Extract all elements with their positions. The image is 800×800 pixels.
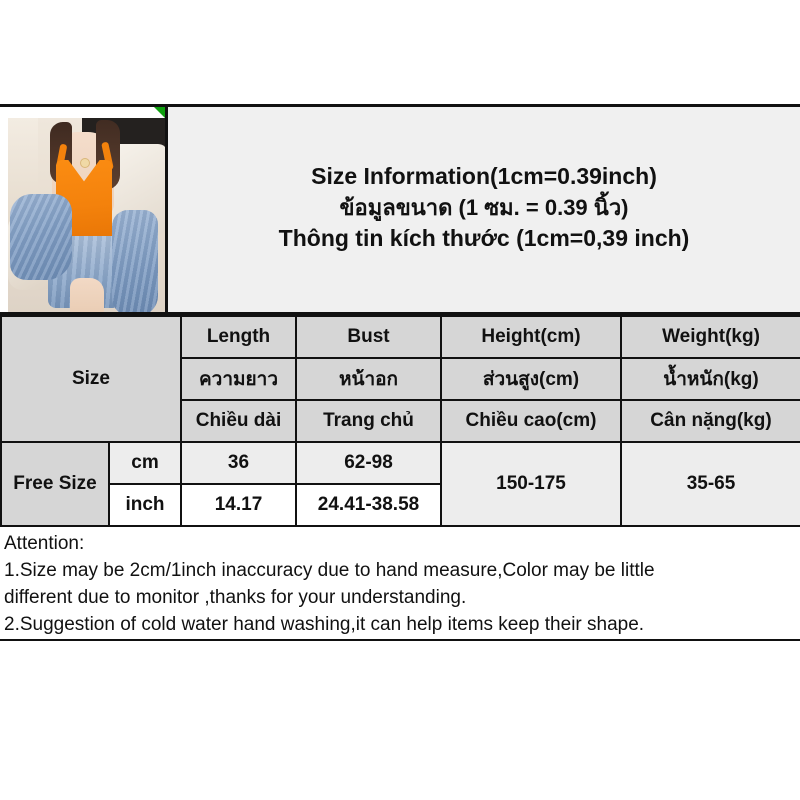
header-length-vi: Chiều dài	[180, 399, 297, 443]
attention-line-3: 2.Suggestion of cold water hand washing,…	[4, 613, 645, 635]
green-corner-marker-icon	[154, 107, 165, 118]
value-height-range: 150-175	[440, 441, 622, 527]
table-row-header-english: Size Length Bust Height(cm) Weight(kg)	[0, 315, 800, 443]
product-photo-cell	[0, 107, 168, 312]
photo-denim-jacket	[10, 194, 72, 280]
header-weight-en: Weight(kg)	[620, 315, 800, 359]
attention-line-2: different due to monitor ,thanks for you…	[4, 586, 467, 608]
value-bust-inch: 24.41-38.58	[295, 483, 442, 527]
value-bust-cm: 62-98	[295, 441, 442, 485]
photo-model-leg	[70, 278, 104, 312]
table-row-cm: Free Size cm 36 62-98 150-175 35-65	[0, 441, 800, 527]
value-length-cm: 36	[180, 441, 297, 485]
attention-heading: Attention:	[4, 533, 85, 554]
header-height-en: Height(cm)	[440, 315, 622, 359]
size-label-cell: Size	[0, 315, 182, 443]
value-length-inch: 14.17	[180, 483, 297, 527]
photo-denim-sleeve	[112, 210, 158, 312]
chart-header-block: Size Information(1cm=0.39inch) ข้อมูลขนา…	[0, 107, 800, 315]
attention-line-1: 1.Size may be 2cm/1inch inaccuracy due t…	[4, 559, 655, 581]
unit-inch: inch	[108, 483, 182, 527]
header-height-th: ส่วนสูง(cm)	[440, 357, 622, 401]
size-chart: Size Information(1cm=0.39inch) ข้อมูลขนา…	[0, 104, 800, 641]
table-row-header-thai: ความยาว หน้าอก ส่วนสูง(cm) น้ำหนัก(kg)	[1, 357, 800, 401]
product-photo	[8, 118, 165, 312]
header-length-en: Length	[180, 315, 297, 359]
unit-cm: cm	[108, 441, 182, 485]
table-row-header-vietnamese: Chiều dài Trang chủ Chiều cao(cm) Cân nặ…	[1, 399, 800, 443]
value-weight-range: 35-65	[620, 441, 800, 527]
row-label-free-size: Free Size	[0, 441, 110, 527]
title-block: Size Information(1cm=0.39inch) ข้อมูลขนา…	[168, 107, 800, 312]
header-length-th: ความยาว	[180, 357, 297, 401]
title-english: Size Information(1cm=0.39inch)	[311, 163, 657, 190]
table-row-inch: inch 14.17 24.41-38.58	[1, 483, 800, 527]
header-bust-en: Bust	[295, 315, 442, 359]
photo-necklace	[80, 158, 90, 168]
title-vietnamese: Thông tin kích thước (1cm=0,39 inch)	[278, 225, 690, 252]
attention-block: Attention: 1.Size may be 2cm/1inch inacc…	[0, 527, 800, 639]
header-weight-vi: Cân nặng(kg)	[620, 399, 800, 443]
header-height-vi: Chiều cao(cm)	[440, 399, 622, 443]
header-bust-vi: Trang chủ	[295, 399, 442, 443]
header-weight-th: น้ำหนัก(kg)	[620, 357, 800, 401]
header-bust-th: หน้าอก	[295, 357, 442, 401]
title-thai: ข้อมูลขนาด (1 ซม. = 0.39 นิ้ว)	[339, 194, 629, 220]
measurements-table: Size Length Bust Height(cm) Weight(kg) ค…	[0, 315, 800, 527]
